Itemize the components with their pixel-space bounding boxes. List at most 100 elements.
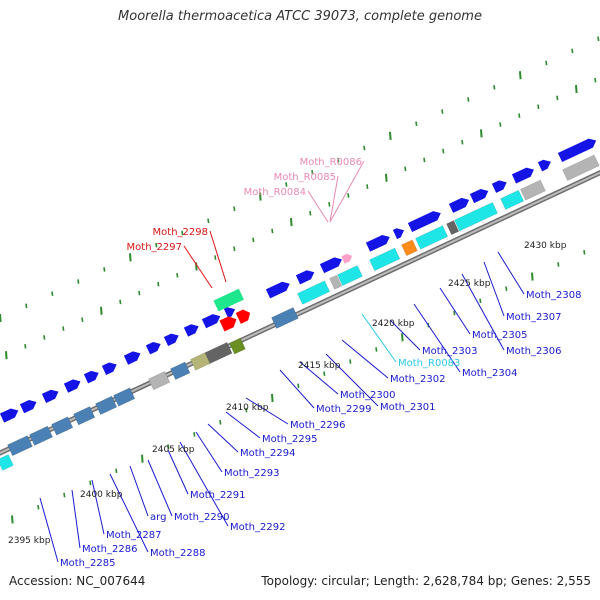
tick-mark	[328, 202, 331, 207]
tick-mark	[349, 359, 352, 364]
tick-mark	[290, 218, 293, 227]
tick-mark	[597, 36, 600, 42]
tick-mark	[363, 145, 366, 151]
gene-label-moth-2307: Moth_2307	[506, 312, 561, 323]
tick-mark	[309, 210, 312, 216]
feature-block	[73, 406, 96, 426]
feature-block	[454, 201, 498, 232]
feature-block	[369, 247, 401, 272]
tick-mark	[337, 157, 340, 163]
feature	[407, 211, 441, 233]
gene-label-moth-2286: Moth_2286	[82, 544, 137, 555]
feature-block	[415, 225, 449, 250]
feature	[446, 220, 460, 236]
tick-mark	[51, 291, 54, 297]
feature	[469, 188, 489, 204]
tick-mark	[233, 206, 236, 212]
cds-arrow	[19, 399, 37, 414]
gene-label-moth-2302: Moth_2302	[390, 374, 445, 385]
feature	[537, 159, 551, 172]
tick-mark	[0, 313, 2, 323]
kbp-label: 2425 kbp	[448, 279, 491, 289]
cds-arrow	[319, 257, 342, 274]
tick-mark	[89, 480, 92, 486]
feature	[337, 265, 363, 287]
tick-mark	[594, 77, 597, 83]
feature	[95, 395, 118, 416]
feature	[491, 180, 507, 193]
feature	[319, 257, 342, 274]
rna-label-moth-r0086: Moth_R0086	[300, 157, 362, 168]
tick-mark	[493, 84, 496, 90]
rna-label-moth-r0085-leader	[329, 175, 339, 223]
gene-label-moth-2285: Moth_2285	[60, 558, 115, 569]
feature-block	[562, 154, 600, 181]
feature	[201, 314, 221, 329]
label-leader-lines	[39, 160, 525, 563]
tick-mark	[557, 262, 560, 267]
feature-green-2298	[213, 288, 244, 312]
tick-mark	[537, 104, 540, 110]
kbp-label: 2400 kbp	[80, 490, 123, 500]
feature	[73, 406, 96, 426]
tick-mark	[385, 173, 388, 182]
feature-block	[229, 337, 246, 355]
tick-mark	[531, 272, 534, 281]
kbp-label: 2395 kbp	[8, 536, 51, 546]
tick-mark	[233, 246, 236, 252]
cds-arrow	[265, 281, 290, 299]
gene-label-moth-2285-leader	[39, 497, 59, 563]
cds-arrow	[469, 188, 489, 204]
gene-label-moth-2295: Moth_2295	[262, 434, 317, 445]
tick-mark	[81, 317, 84, 323]
tick-mark	[575, 84, 578, 94]
feature-block	[170, 361, 191, 381]
gene-label-moth-2290-leader	[147, 459, 173, 517]
rna-label-moth-r0084: Moth_R0084	[244, 187, 306, 198]
tick-mark	[571, 48, 574, 54]
gene-label-moth-2298: Moth_2298	[153, 227, 208, 238]
feature	[454, 201, 498, 232]
cds-arrow	[511, 167, 534, 184]
kbp-label: 2405 kbp	[152, 445, 195, 455]
feature	[223, 307, 236, 318]
feature	[113, 387, 136, 407]
feature	[41, 389, 59, 403]
feature	[500, 189, 525, 210]
tick-marks	[0, 36, 600, 524]
kbp-label: 2420 kbp	[372, 319, 415, 329]
tick-mark	[119, 299, 122, 305]
gene-label-moth-2297: Moth_2297	[127, 242, 182, 253]
feature-block	[0, 454, 14, 471]
feature-block	[401, 239, 418, 257]
kbp-label: 2430 kbp	[524, 241, 567, 251]
tick-mark	[505, 286, 508, 292]
rna-arrow	[341, 253, 353, 264]
feature	[392, 228, 405, 240]
feature	[29, 425, 54, 446]
feature	[365, 234, 390, 252]
tick-mark	[404, 166, 407, 172]
gene-label-moth-2308: Moth_2308	[526, 290, 581, 301]
gene-features	[0, 138, 600, 471]
tick-mark	[141, 454, 144, 463]
tick-mark	[155, 242, 158, 248]
kbp-label: 2415 kbp	[298, 361, 341, 371]
gene-label-moth-2291-leader	[167, 449, 189, 495]
tick-mark	[207, 218, 210, 224]
gene-label-moth-2299: Moth_2299	[316, 404, 371, 415]
tick-mark	[25, 303, 28, 309]
feature	[415, 225, 449, 250]
feature	[190, 352, 211, 371]
cds-arrow	[295, 270, 315, 285]
tick-mark	[480, 129, 483, 138]
gene-label-moth-2294: Moth_2294	[240, 448, 295, 459]
feature-block	[329, 274, 343, 290]
feature-block	[446, 220, 460, 236]
genome-summary-label: Topology: circular; Length: 2,628,784 bp…	[261, 574, 591, 588]
tick-mark	[77, 279, 80, 284]
gene-label-moth-2293: Moth_2293	[224, 468, 279, 479]
cds-arrow	[223, 307, 236, 318]
feature-block	[7, 435, 33, 457]
